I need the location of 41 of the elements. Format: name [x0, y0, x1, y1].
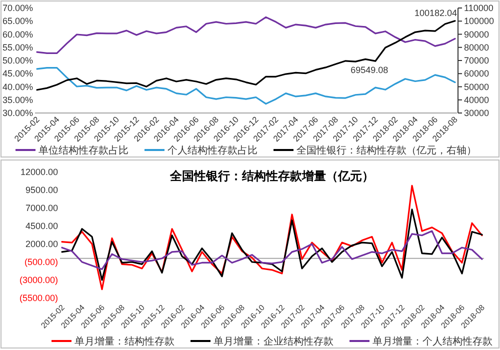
line-series: [36, 16, 456, 54]
y-tick-label: (5500.00): [19, 293, 58, 303]
y-tick-label: 9500.00: [25, 185, 58, 195]
y2-tick-label: 110000: [464, 3, 494, 13]
y-tick-label: 65.00%: [2, 16, 33, 26]
chart-title: 全国性银行：结构性存款增量（亿元）: [169, 169, 374, 183]
line-series: [61, 208, 483, 281]
y-tick-label: 45.00%: [2, 68, 33, 79]
y-tick-label: 35.00%: [2, 94, 33, 105]
data-label: 69549.08: [350, 65, 388, 76]
y-tick-label: (500.00): [24, 257, 58, 267]
y2-tick-label: 30000: [464, 108, 490, 118]
legend-label: 单月增量：结构性存款: [74, 336, 174, 348]
y2-tick-label: 90000: [464, 29, 490, 40]
y-tick-label: 7000.00: [25, 203, 58, 213]
y-tick-label: (3000.00): [19, 275, 58, 285]
y-tick-label: 30.00%: [2, 108, 33, 118]
y-tick-label: 2000.00: [25, 239, 58, 249]
y2-tick-label: 80000: [464, 42, 490, 52]
data-label: 100182.04: [414, 8, 457, 18]
y-tick-label: 4500.00: [25, 221, 58, 231]
line-series: [61, 230, 483, 270]
legend-label: 单位结构性存款占比: [38, 144, 128, 156]
y-tick-label: 55.00%: [2, 42, 33, 52]
legend-label: 个人结构性存款占比: [168, 144, 258, 156]
y2-tick-label: 40000: [464, 94, 490, 105]
y2-tick-label: 60000: [464, 68, 490, 79]
y-tick-label: 70.00%: [2, 3, 33, 13]
line-series: [36, 67, 456, 105]
legend-label: 单月增量：企业结构性存款: [214, 336, 334, 348]
y-tick-label: 50.00%: [2, 56, 33, 66]
y2-tick-label: 70000: [464, 56, 490, 66]
y2-tick-label: 100000: [464, 16, 494, 26]
y-tick-label: 12000.00: [20, 167, 58, 177]
y2-tick-label: 50000: [464, 82, 490, 92]
y-tick-label: 40.00%: [2, 82, 33, 92]
y-tick-label: 60.00%: [2, 29, 33, 40]
legend-label: 全国性银行：结构性存款（亿元，右轴）: [296, 144, 476, 156]
line-series: [36, 20, 456, 91]
legend-label: 单月增量：个人结构性存款: [372, 336, 492, 348]
line-series: [61, 184, 483, 290]
